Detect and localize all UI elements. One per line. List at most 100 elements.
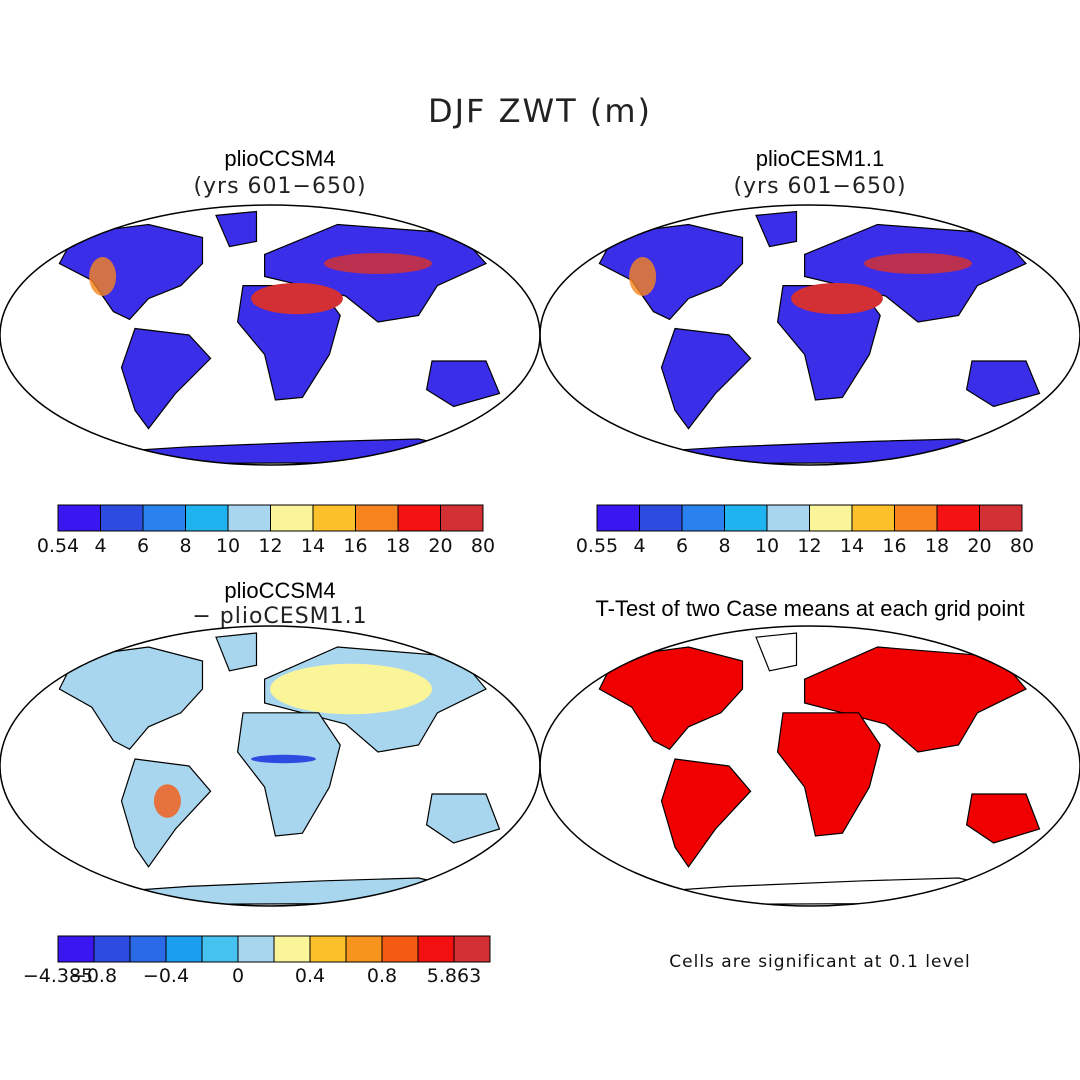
colorbar-swatch xyxy=(979,504,1023,532)
andes-rockies-hotspot xyxy=(89,257,117,296)
colorbar-swatch xyxy=(809,504,853,532)
colorbar-tick-label: 0.4 xyxy=(295,965,325,987)
colorbar-tick-label: 5.863 xyxy=(427,965,481,987)
continent-northAmerica xyxy=(598,646,744,750)
continent-australia xyxy=(965,360,1041,408)
colorbar-swatch xyxy=(355,504,399,532)
figure-title: DJF ZWT (m) xyxy=(427,92,653,130)
colorbar-tick-label: −0.4 xyxy=(143,965,189,987)
colorbar-1: 0.54 4 6 8 10 12 14 16 18 20 80 xyxy=(37,504,495,557)
colorbar-swatch xyxy=(936,504,980,532)
panel2-subtitle: (yrs 601−650) xyxy=(733,174,907,199)
colorbar-tick-label: 16 xyxy=(343,535,367,557)
colorbar-tick-label: 20 xyxy=(428,535,452,557)
colorbar-swatch xyxy=(417,935,455,963)
colorbar-swatch xyxy=(345,935,383,963)
map-frame xyxy=(539,204,1080,466)
continent-australia xyxy=(965,793,1041,844)
colorbar-2: 0.55 4 6 8 10 12 14 16 18 20 80 xyxy=(576,504,1034,557)
negative-diff-band xyxy=(251,754,316,764)
continent-africa xyxy=(236,712,341,837)
colorbar-swatch xyxy=(639,504,683,532)
colorbar-tick-label: 80 xyxy=(1010,535,1034,557)
colorbar-swatch xyxy=(309,935,347,963)
panel1-subtitle: (yrs 601−650) xyxy=(193,174,367,199)
positive-diff-region xyxy=(270,663,432,715)
continent-greenland xyxy=(755,632,798,672)
continent-southAmerica xyxy=(660,758,752,868)
continent-southAmerica xyxy=(660,327,752,430)
colorbar-tick-label: 8 xyxy=(718,535,730,557)
colorbar-swatch xyxy=(273,935,311,963)
significance-note: Cells are significant at 0.1 level xyxy=(669,952,971,972)
colorbar-3: −4.385−0.8 −0.4 0 0.4 0.8 5.863 xyxy=(23,935,491,987)
sahara-hotspot xyxy=(791,283,883,315)
colorbar-tick-label: 6 xyxy=(137,535,149,557)
colorbar-tick-label: 12 xyxy=(797,535,821,557)
colorbar-tick-label: 4 xyxy=(633,535,645,557)
panel2-title: plioCESM1.1 xyxy=(755,146,885,171)
panel3-title: plioCCSM4 xyxy=(224,578,336,603)
sahara-hotspot xyxy=(251,283,343,315)
colorbar-tick-label: 16 xyxy=(882,535,906,557)
colorbar-swatch xyxy=(681,504,725,532)
colorbar-tick-label: 80 xyxy=(471,535,495,557)
colorbar-swatch xyxy=(453,935,491,963)
colorbar-tick-label: 0 xyxy=(232,965,244,987)
colorbar-swatch xyxy=(894,504,938,532)
colorbar-tick-label: −0.8 xyxy=(71,965,117,987)
colorbar-swatch xyxy=(165,935,203,963)
map-frame xyxy=(539,625,1080,907)
colorbar-swatch xyxy=(851,504,895,532)
continent-australia xyxy=(425,360,501,408)
colorbar-swatch xyxy=(766,504,810,532)
colorbar-swatch xyxy=(142,504,186,532)
colorbar-tick-label: 0.55 xyxy=(576,535,618,557)
colorbar-swatch xyxy=(270,504,314,532)
colorbar-tick-label: 12 xyxy=(258,535,282,557)
colorbar-swatch xyxy=(312,504,356,532)
andes-rockies-hotspot xyxy=(629,257,657,296)
continent-northAmerica xyxy=(58,646,204,750)
continent-australia xyxy=(425,793,501,844)
continent-northAmerica xyxy=(598,223,744,321)
colorbar-tick-label: −4.385 xyxy=(23,965,93,987)
colorbar-swatch xyxy=(440,504,484,532)
andes-diff xyxy=(153,784,181,818)
continent-northAmerica xyxy=(58,223,204,321)
continent-eurasia xyxy=(803,646,1027,753)
colorbar-swatch xyxy=(129,935,167,963)
colorbar-tick-label: 14 xyxy=(840,535,864,557)
colorbar-swatch xyxy=(397,504,441,532)
colorbar-swatch xyxy=(100,504,144,532)
asia-hotspot xyxy=(324,253,432,274)
colorbar-tick-label: 0.8 xyxy=(367,965,397,987)
colorbar-tick-label: 6 xyxy=(676,535,688,557)
panel1-title: plioCCSM4 xyxy=(224,146,336,171)
colorbar-swatch xyxy=(381,935,419,963)
colorbar-swatch xyxy=(201,935,239,963)
colorbar-swatch xyxy=(57,935,95,963)
colorbar-tick-label: 18 xyxy=(386,535,410,557)
colorbar-swatch xyxy=(596,504,640,532)
colorbar-tick-label: 8 xyxy=(179,535,191,557)
panel4-title: T-Test of two Case means at each grid po… xyxy=(595,596,1025,621)
colorbar-swatch xyxy=(227,504,271,532)
colorbar-swatch xyxy=(724,504,768,532)
colorbar-swatch xyxy=(93,935,131,963)
continent-greenland xyxy=(215,632,258,672)
continent-greenland xyxy=(215,210,258,248)
colorbar-tick-label: 10 xyxy=(216,535,240,557)
continent-africa xyxy=(776,712,881,837)
asia-hotspot xyxy=(864,253,972,274)
continent-southAmerica xyxy=(120,327,212,430)
colorbar-tick-label: 18 xyxy=(925,535,949,557)
continent-greenland xyxy=(755,210,798,248)
panel3-subtitle: − plioCESM1.1 xyxy=(192,604,368,629)
colorbar-tick-label: 14 xyxy=(301,535,325,557)
colorbar-swatch xyxy=(237,935,275,963)
colorbar-tick-label: 10 xyxy=(755,535,779,557)
colorbar-tick-label: 20 xyxy=(967,535,991,557)
